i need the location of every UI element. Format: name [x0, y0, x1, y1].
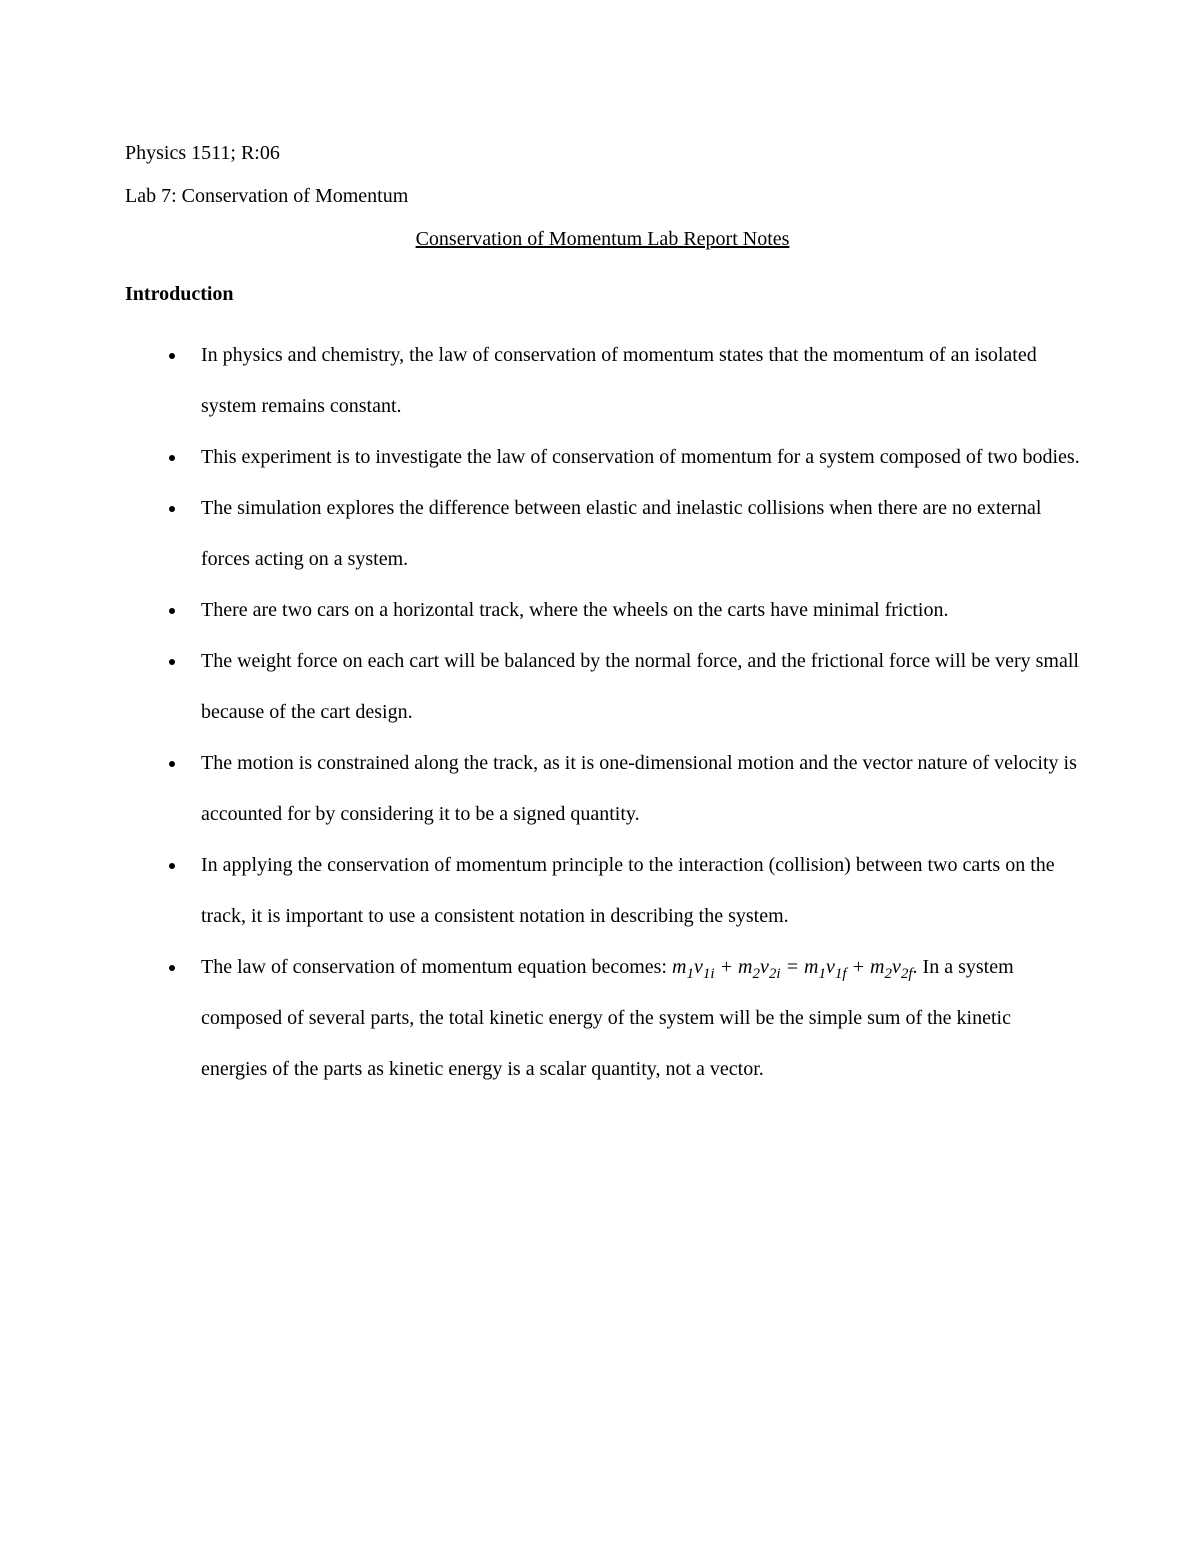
eq-var: v: [694, 956, 703, 978]
list-item: In applying the conservation of momentum…: [187, 840, 1080, 942]
lab-line: Lab 7: Conservation of Momentum: [125, 183, 1080, 210]
eq-var: m: [738, 956, 752, 978]
eq-sub: 1f: [835, 966, 847, 982]
list-item-equation: The law of conservation of momentum equa…: [187, 942, 1080, 1095]
eq-var: v: [760, 956, 769, 978]
eq-sub: 2: [884, 966, 892, 982]
course-line: Physics 1511; R:06: [125, 140, 1080, 167]
list-item: The weight force on each cart will be ba…: [187, 636, 1080, 738]
eq-var: v: [892, 956, 901, 978]
equation-lead-text: The law of conservation of momentum equa…: [201, 956, 672, 978]
eq-var: m: [672, 956, 686, 978]
eq-sub: 2f: [901, 966, 913, 982]
list-item: There are two cars on a horizontal track…: [187, 585, 1080, 636]
eq-var: m: [804, 956, 818, 978]
list-item: In physics and chemistry, the law of con…: [187, 330, 1080, 432]
eq-op: +: [715, 956, 739, 978]
list-item: The motion is constrained along the trac…: [187, 738, 1080, 840]
section-heading-introduction: Introduction: [125, 281, 1080, 308]
list-item: The simulation explores the difference b…: [187, 483, 1080, 585]
introduction-bullet-list: In physics and chemistry, the law of con…: [125, 330, 1080, 1095]
eq-op: +: [847, 956, 871, 978]
eq-sub: 1: [818, 966, 826, 982]
momentum-equation: m1v1i + m2v2i = m1v1f + m2v2f.: [672, 956, 918, 978]
document-title: Conservation of Momentum Lab Report Note…: [125, 226, 1080, 253]
eq-sub: 2i: [769, 966, 781, 982]
list-item: This experiment is to investigate the la…: [187, 432, 1080, 483]
eq-var: v: [826, 956, 835, 978]
eq-sub: 1: [686, 966, 694, 982]
eq-sub: 2: [752, 966, 760, 982]
eq-sub: 1i: [703, 966, 715, 982]
eq-var: m: [870, 956, 884, 978]
eq-op: =: [781, 956, 805, 978]
